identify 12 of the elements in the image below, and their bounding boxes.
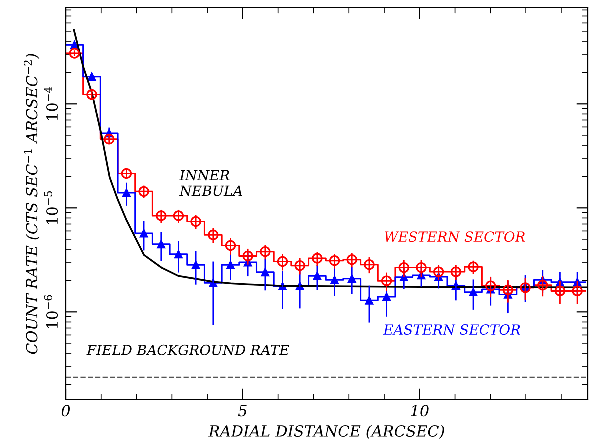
- series-label: WESTERN SECTOR: [384, 232, 526, 242]
- y-tick-label: 10$^{−5}$: [44, 191, 58, 224]
- ref-line-label: FIELD BACKGROUND RATE: [86, 344, 290, 356]
- text: INNER NEBULA: [180, 170, 243, 196]
- x-tick-label: 0: [62, 405, 70, 417]
- x-tick-label: 5: [238, 405, 247, 417]
- y-tick-label: 10$^{−4}$: [44, 87, 58, 120]
- y-tick-label: 10$^{−6}$: [44, 295, 58, 328]
- series-label: EASTERN SECTOR: [383, 324, 521, 336]
- x-tick-label: 10: [411, 405, 429, 417]
- y-axis-title: COUNT RATE (CTS SEC$^{−1}$ ARCSEC$^{−2}$): [24, 54, 40, 354]
- x-axis-title: RADIAL DISTANCE (ARCSEC): [208, 425, 444, 440]
